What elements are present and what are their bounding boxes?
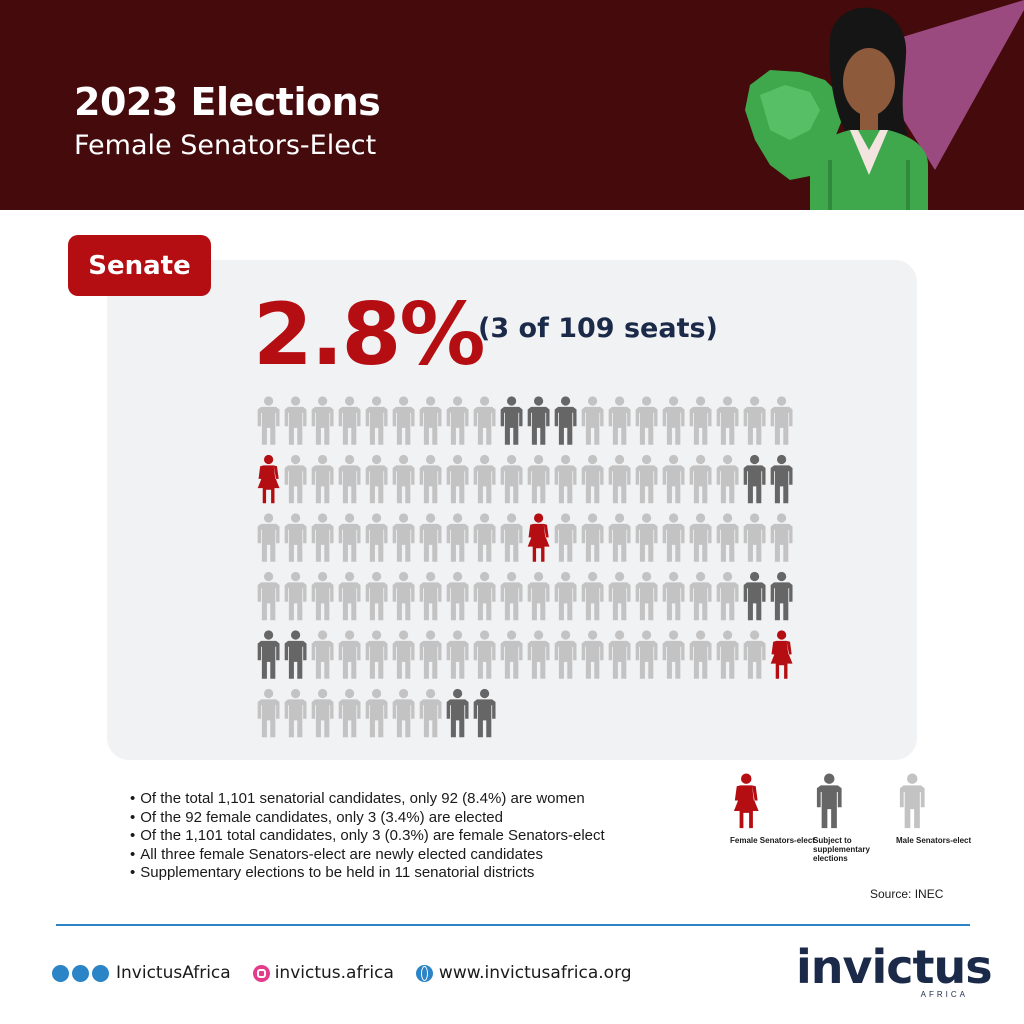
- social-handle[interactable]: InvictusAfrica: [116, 963, 231, 983]
- female-figure-icon: [733, 773, 759, 829]
- legend-supplementary: Subject to supplementary elections: [813, 772, 893, 863]
- instagram-icon[interactable]: [252, 964, 270, 982]
- note-item: Of the total 1,101 senatorial candidates…: [130, 790, 605, 809]
- legend-label-male: Male Senators-elect: [896, 836, 972, 845]
- instagram-handle[interactable]: invictus.africa: [274, 963, 394, 983]
- website-link[interactable]: www.invictusafrica.org: [438, 963, 632, 983]
- logo-subtitle: AFRICA: [920, 990, 968, 999]
- notes-list: Of the total 1,101 senatorial candidates…: [130, 790, 605, 883]
- note-item: Of the 92 female candidates, only 3 (3.4…: [130, 809, 605, 828]
- globe-icon[interactable]: [415, 964, 433, 982]
- seats-detail: (3 of 109 seats): [478, 313, 718, 344]
- footer-contacts: InvictusAfrica invictus.africa www.invic…: [52, 960, 632, 986]
- facebook-icon[interactable]: [72, 964, 89, 982]
- senate-badge: Senate: [68, 235, 211, 296]
- female-percent-stat: 2.8%: [253, 285, 486, 385]
- twitter-icon[interactable]: [52, 964, 69, 982]
- header-banner: 2023 Elections Female Senators-Elect: [0, 0, 1024, 210]
- source-note: Source: INEC: [870, 887, 944, 901]
- legend-male: Male Senators-elect: [896, 772, 976, 845]
- legend-label-female: Female Senators-elect: [730, 836, 815, 845]
- legend: Female Senators-elect Subject to supplem…: [720, 772, 971, 872]
- linkedin-icon[interactable]: [92, 964, 109, 982]
- page-title: 2023 Elections: [74, 80, 381, 124]
- note-item: Of the 1,101 total candidates, only 3 (0…: [130, 827, 604, 846]
- male-figure-icon: [899, 773, 925, 829]
- divider: [56, 924, 970, 926]
- logo-wordmark: invictus: [796, 940, 993, 994]
- legend-label-supplementary: Subject to supplementary elections: [813, 836, 870, 863]
- supplementary-figure-icon: [816, 773, 842, 829]
- note-item: Supplementary elections to be held in 11…: [130, 864, 605, 883]
- page-subtitle: Female Senators-Elect: [74, 130, 377, 161]
- invictus-logo: invictus AFRICA: [796, 944, 993, 1000]
- woman-map-illustration: [745, 0, 1024, 210]
- note-item: All three female Senators-elect are newl…: [130, 846, 605, 865]
- legend-female: Female Senators-elect: [730, 772, 815, 845]
